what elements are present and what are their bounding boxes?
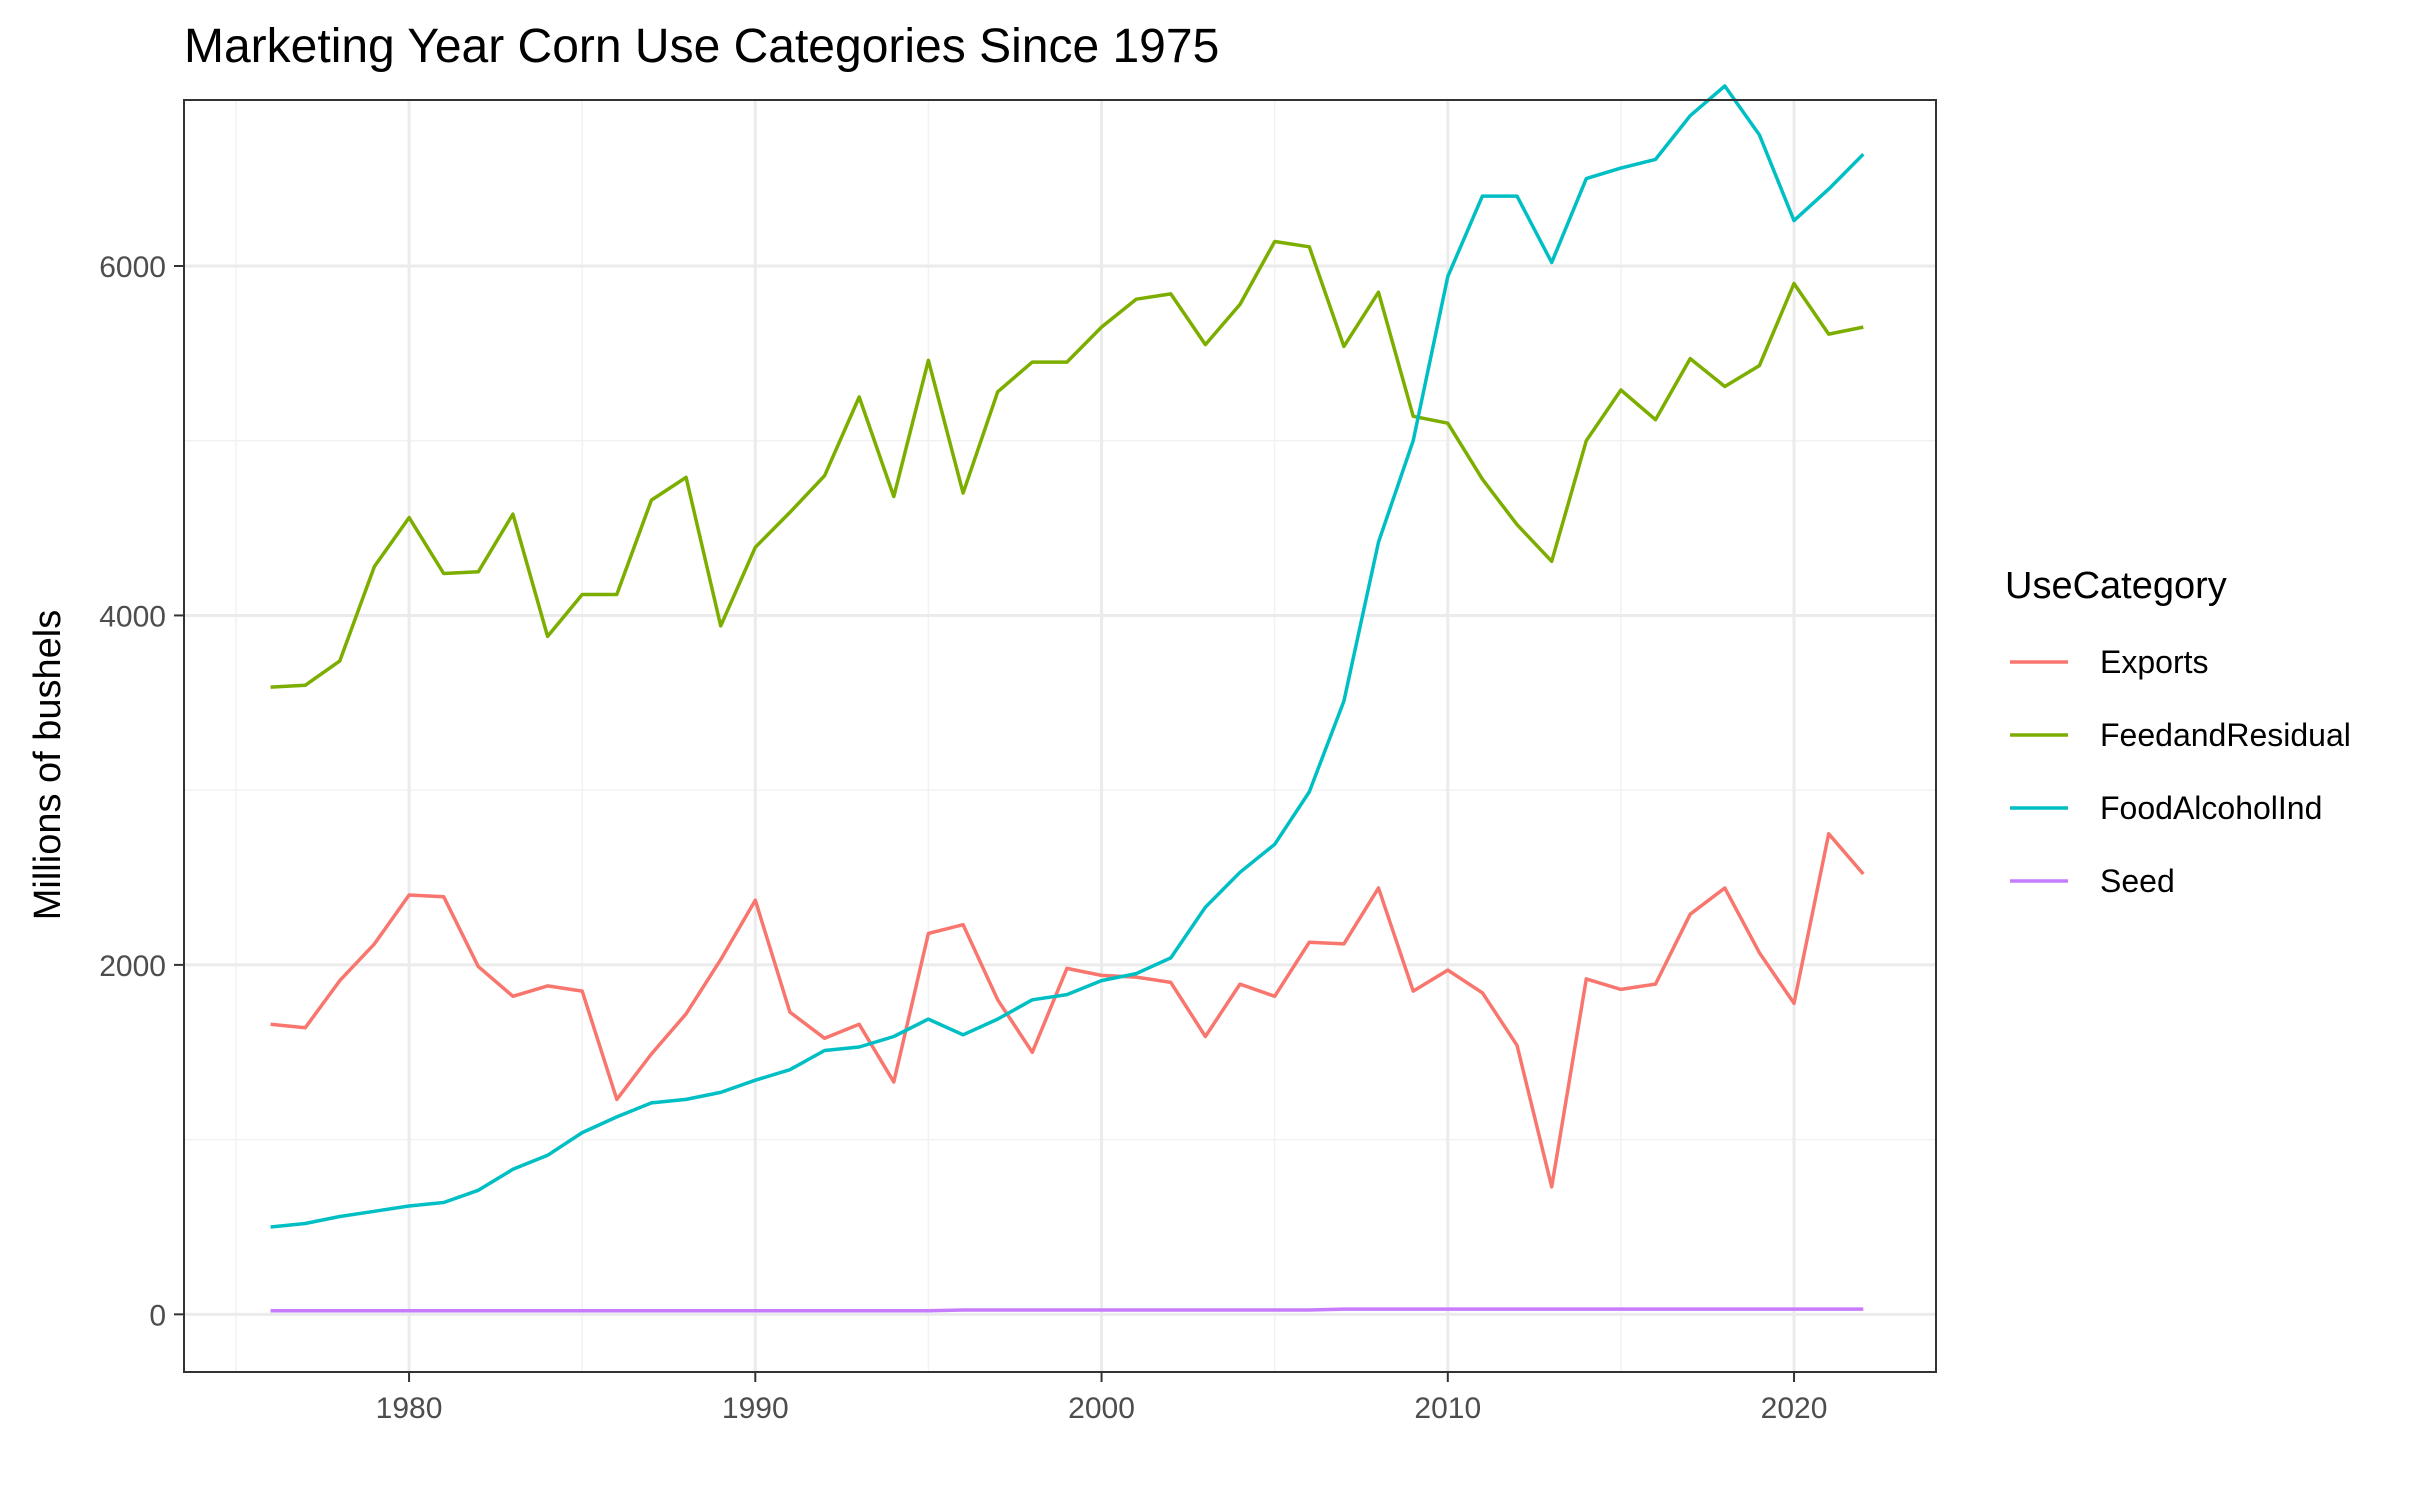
y-tick-label: 4000 — [99, 600, 166, 633]
x-tick-label: 1990 — [722, 1392, 789, 1425]
legend-label: FoodAlcoholInd — [2100, 790, 2322, 826]
x-tick-label: 2000 — [1068, 1392, 1135, 1425]
grid-minor — [184, 100, 1936, 1372]
legend: UseCategory Exports FeedandResidual FoodAl… — [2005, 565, 2351, 899]
y-tick-label: 6000 — [99, 251, 166, 284]
x-tick-label: 2020 — [1761, 1392, 1828, 1425]
legend-item-exports: Exports — [2010, 644, 2208, 680]
x-tick-label: 2010 — [1414, 1392, 1481, 1425]
legend-item-foodalcoholind: FoodAlcoholInd — [2010, 790, 2322, 826]
series-lines — [270, 84, 1865, 1313]
legend-label: Seed — [2100, 863, 2175, 899]
legend-item-feedandresidual: FeedandResidual — [2010, 717, 2351, 753]
chart-title: Marketing Year Corn Use Categories Since… — [184, 20, 1219, 73]
grid-major — [184, 100, 1936, 1372]
series-line-exports — [270, 832, 1865, 1189]
y-tick-label: 0 — [149, 1299, 166, 1332]
series-line-feedandresidual — [270, 239, 1864, 689]
series-line-seed — [270, 1307, 1864, 1313]
x-tick-label: 1980 — [376, 1392, 443, 1425]
x-axis: 1980 1990 2000 2010 2020 — [376, 1372, 1828, 1425]
panel-border — [183, 99, 1937, 1373]
legend-item-seed: Seed — [2010, 863, 2175, 899]
legend-label: Exports — [2100, 644, 2208, 680]
series-line-foodalcoholind — [270, 84, 1865, 1229]
y-axis: 0 2000 4000 6000 — [99, 251, 184, 1332]
legend-label: FeedandResidual — [2100, 717, 2351, 753]
legend-title: UseCategory — [2005, 565, 2227, 607]
y-axis-title: Millions of bushels — [27, 610, 69, 920]
y-tick-label: 2000 — [99, 950, 166, 983]
